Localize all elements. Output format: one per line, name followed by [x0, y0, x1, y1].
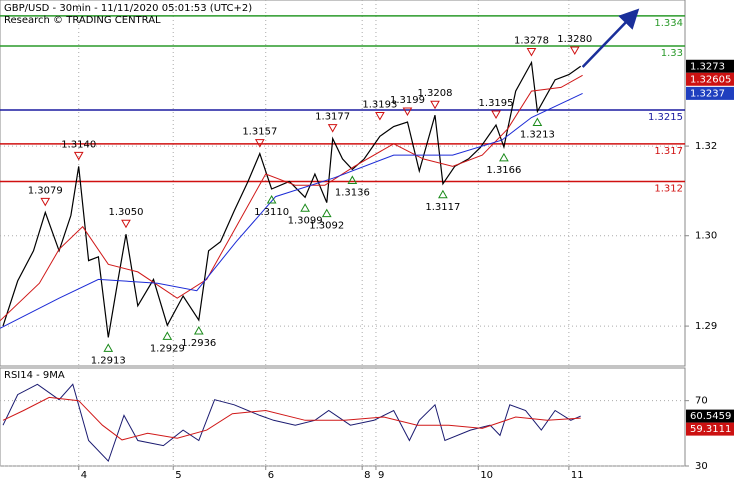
low-marker	[499, 152, 509, 162]
low-label: 1.3092	[309, 221, 344, 232]
low-label: 1.3213	[520, 129, 555, 140]
low-label: 1.2929	[150, 343, 185, 354]
x-tick-label: 11	[571, 470, 584, 480]
high-marker	[327, 124, 338, 133]
price-tag	[686, 59, 734, 73]
rsi-title: RSI14 - 9MA	[4, 370, 65, 381]
price-panel	[0, 0, 686, 367]
low-marker	[438, 189, 448, 199]
low-label: 1.3099	[288, 215, 323, 226]
level-label: 1.334	[654, 18, 683, 29]
level-label: 1.33	[661, 48, 683, 59]
x-tick-label: 10	[480, 470, 493, 480]
price-tag-label: 59.3111	[690, 424, 731, 435]
y-tick-label: 1.30	[695, 231, 717, 242]
high-marker	[121, 219, 131, 229]
level-label: 1.312	[654, 183, 683, 194]
high-label: 1.3079	[28, 185, 63, 196]
price-tag-label: 1.3237	[690, 88, 725, 99]
high-label: 1.3193	[362, 100, 397, 111]
price-tag	[686, 86, 734, 100]
low-marker	[300, 203, 310, 212]
series-line	[2, 396, 581, 441]
chart-subtitle: Research © TRADING CENTRAL	[4, 15, 161, 26]
low-label: 1.2936	[181, 338, 216, 349]
price-tag	[686, 409, 734, 423]
high-label: 1.3195	[479, 98, 514, 109]
high-label: 1.3278	[514, 36, 549, 47]
low-label: 1.3110	[254, 207, 289, 218]
high-label: 1.3208	[418, 88, 453, 99]
high-marker	[402, 107, 413, 117]
y-tick-label: 1.32	[695, 141, 717, 152]
x-tick-label: 9	[378, 470, 384, 480]
projection-arrow	[581, 8, 640, 68]
price-tag-label: 1.32605	[690, 74, 731, 85]
rsi-panel	[0, 367, 686, 467]
high-marker	[40, 197, 51, 207]
x-tick-label: 4	[81, 470, 87, 480]
chart-title: GBP/USD - 30min - 11/11/2020 05:01:53 (U…	[4, 3, 252, 14]
high-label: 1.3280	[557, 34, 592, 45]
low-marker	[103, 343, 114, 352]
price-tag	[686, 422, 734, 436]
series-line	[0, 92, 583, 329]
y-tick-label: 70	[695, 396, 708, 407]
low-marker	[162, 331, 173, 340]
high-label: 1.3177	[315, 112, 350, 123]
high-label: 1.3157	[242, 127, 277, 138]
low-marker	[321, 208, 332, 218]
level-label: 1.3215	[648, 112, 683, 123]
x-tick-label: 5	[175, 470, 181, 480]
price-tag-label: 1.3273	[690, 61, 725, 72]
x-tick-label: 6	[268, 470, 274, 480]
low-label: 1.3136	[335, 187, 370, 198]
price-tag	[686, 72, 734, 86]
high-marker	[569, 46, 580, 56]
high-marker	[430, 100, 440, 110]
y-tick-label: 1.29	[695, 321, 717, 332]
price-tag-label: 60.5459	[690, 411, 731, 422]
high-label: 1.3199	[390, 95, 425, 106]
low-label: 1.2913	[91, 355, 126, 366]
low-label: 1.3166	[486, 165, 521, 176]
series-line	[0, 74, 583, 322]
high-marker	[526, 48, 537, 57]
high-label: 1.3140	[61, 139, 96, 150]
low-marker	[532, 117, 543, 126]
high-marker	[491, 110, 501, 120]
low-marker	[193, 326, 204, 335]
level-label: 1.317	[654, 146, 683, 157]
low-marker	[266, 195, 277, 204]
high-marker	[375, 112, 385, 121]
x-tick-label: 8	[364, 470, 370, 480]
high-marker	[254, 139, 265, 148]
high-label: 1.3050	[108, 207, 143, 218]
low-label: 1.3117	[425, 202, 460, 213]
high-marker	[73, 151, 84, 161]
low-marker	[347, 175, 358, 184]
y-tick-label: 30	[695, 461, 708, 472]
